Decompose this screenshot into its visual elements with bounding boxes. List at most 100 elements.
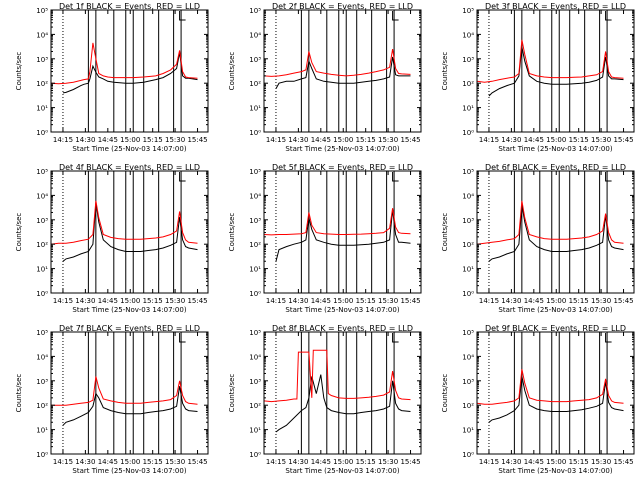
chart-title: Det 5f BLACK = Events, RED = LLD [272, 163, 413, 172]
y-axis-label: Counts/sec [228, 213, 236, 252]
y-tick-label: 10² [249, 241, 261, 249]
x-tick-label: 14:30 [501, 458, 521, 466]
x-axis-label: Start Time (25-Nov-03 14:07:00) [498, 145, 612, 153]
y-tick-label: 10⁵ [249, 7, 261, 15]
y-tick-label: 10¹ [36, 105, 48, 113]
y-tick-label: 10⁵ [462, 168, 474, 176]
series-line-lld [263, 349, 411, 403]
y-tick-label: 10⁰ [249, 451, 261, 459]
x-tick-label: 14:45 [98, 136, 118, 144]
series-line-lld [50, 200, 198, 245]
x-tick-label: 15:15 [143, 297, 163, 305]
series-line-lld [50, 42, 198, 85]
series-line-events [275, 210, 411, 262]
x-tick-label: 14:45 [311, 458, 331, 466]
series-line-lld [476, 369, 624, 405]
chart-panel-7: Det 7f BLACK = Events, RED = LLD 10⁰ 10¹ 10… [15, 324, 209, 475]
x-tick-label: 14:45 [98, 458, 118, 466]
y-tick-label: 10⁵ [36, 7, 48, 15]
x-tick-label: 14:30 [75, 297, 95, 305]
x-tick-label: 15:45 [400, 136, 420, 144]
bracket-marker [179, 172, 186, 182]
x-axis-label: Start Time (25-Nov-03 14:07:00) [498, 467, 612, 475]
x-tick-label: 14:15 [479, 458, 499, 466]
bracket-marker [605, 11, 612, 21]
bracket-marker [392, 172, 399, 182]
chart-title: Det 9f BLACK = Events, RED = LLD [485, 324, 626, 333]
y-tick-label: 10⁴ [462, 353, 474, 361]
bracket-marker [179, 333, 186, 343]
y-axis-label: Counts/sec [15, 374, 23, 413]
y-tick-label: 10⁰ [462, 451, 474, 459]
chart-title: Det 1f BLACK = Events, RED = LLD [59, 2, 200, 11]
plot-frame [476, 170, 635, 294]
x-tick-label: 15:45 [187, 297, 207, 305]
y-tick-label: 10³ [36, 378, 48, 386]
y-tick-label: 10² [462, 402, 474, 410]
x-axis-label: Start Time (25-Nov-03 14:07:00) [285, 306, 399, 314]
x-tick-label: 15:30 [591, 297, 611, 305]
y-tick-label: 10⁰ [249, 290, 261, 298]
x-tick-label: 15:15 [356, 458, 376, 466]
x-tick-label: 15:45 [400, 458, 420, 466]
series-line-events [275, 56, 411, 89]
x-axis-label: Start Time (25-Nov-03 14:07:00) [72, 467, 186, 475]
series-line-events [488, 47, 624, 97]
x-tick-label: 15:00 [333, 136, 353, 144]
chart-panel-6: Det 6f BLACK = Events, RED = LLD 10⁰ 10¹ 10… [441, 163, 635, 314]
x-tick-label: 15:15 [356, 297, 376, 305]
x-tick-label: 15:15 [356, 136, 376, 144]
y-axis-label: Counts/sec [228, 374, 236, 413]
x-tick-label: 15:30 [591, 136, 611, 144]
chart-title: Det 8f BLACK = Events, RED = LLD [272, 324, 413, 333]
y-tick-label: 10⁴ [36, 31, 48, 39]
y-axis-label: Counts/sec [228, 52, 236, 91]
y-tick-label: 10² [462, 80, 474, 88]
x-tick-label: 14:45 [311, 297, 331, 305]
y-tick-label: 10⁰ [249, 129, 261, 137]
series-line-lld [476, 39, 624, 83]
y-tick-label: 10³ [462, 378, 474, 386]
y-tick-label: 10⁴ [462, 192, 474, 200]
x-tick-label: 15:30 [378, 136, 398, 144]
series-line-events [62, 202, 198, 262]
x-tick-label: 14:30 [501, 297, 521, 305]
y-tick-label: 10⁴ [36, 353, 48, 361]
y-tick-label: 10⁴ [249, 31, 261, 39]
y-tick-label: 10⁵ [249, 168, 261, 176]
y-tick-label: 10¹ [462, 266, 474, 274]
y-tick-label: 10³ [36, 56, 48, 64]
plot-frame [263, 331, 422, 455]
x-tick-label: 15:45 [613, 458, 633, 466]
x-tick-label: 14:45 [311, 136, 331, 144]
x-tick-label: 15:45 [400, 297, 420, 305]
x-tick-label: 15:30 [378, 297, 398, 305]
x-tick-label: 14:15 [53, 136, 73, 144]
x-tick-label: 15:00 [120, 297, 140, 305]
x-tick-label: 15:30 [165, 458, 185, 466]
x-tick-label: 15:00 [333, 297, 353, 305]
x-tick-label: 15:15 [569, 136, 589, 144]
y-tick-label: 10⁵ [36, 329, 48, 337]
x-tick-label: 14:30 [288, 458, 308, 466]
chart-panel-8: Det 8f BLACK = Events, RED = LLD 10⁰ 10¹ 10… [228, 324, 422, 475]
y-tick-label: 10⁰ [36, 129, 48, 137]
y-tick-label: 10¹ [249, 266, 261, 274]
y-tick-label: 10⁰ [36, 451, 48, 459]
x-tick-label: 14:30 [288, 297, 308, 305]
x-tick-label: 15:00 [546, 136, 566, 144]
y-tick-label: 10² [249, 402, 261, 410]
y-tick-label: 10⁵ [36, 168, 48, 176]
y-axis-label: Counts/sec [441, 52, 449, 91]
chart-title: Det 7f BLACK = Events, RED = LLD [59, 324, 200, 333]
x-tick-label: 15:00 [120, 136, 140, 144]
y-tick-label: 10² [36, 80, 48, 88]
chart-panel-3: Det 3f BLACK = Events, RED = LLD 10⁰ 10¹ 10… [441, 2, 635, 153]
y-tick-label: 10⁰ [462, 129, 474, 137]
series-line-lld [476, 200, 624, 245]
y-tick-label: 10¹ [36, 266, 48, 274]
x-tick-label: 15:00 [546, 297, 566, 305]
y-tick-label: 10¹ [462, 427, 474, 435]
y-axis-label: Counts/sec [441, 374, 449, 413]
